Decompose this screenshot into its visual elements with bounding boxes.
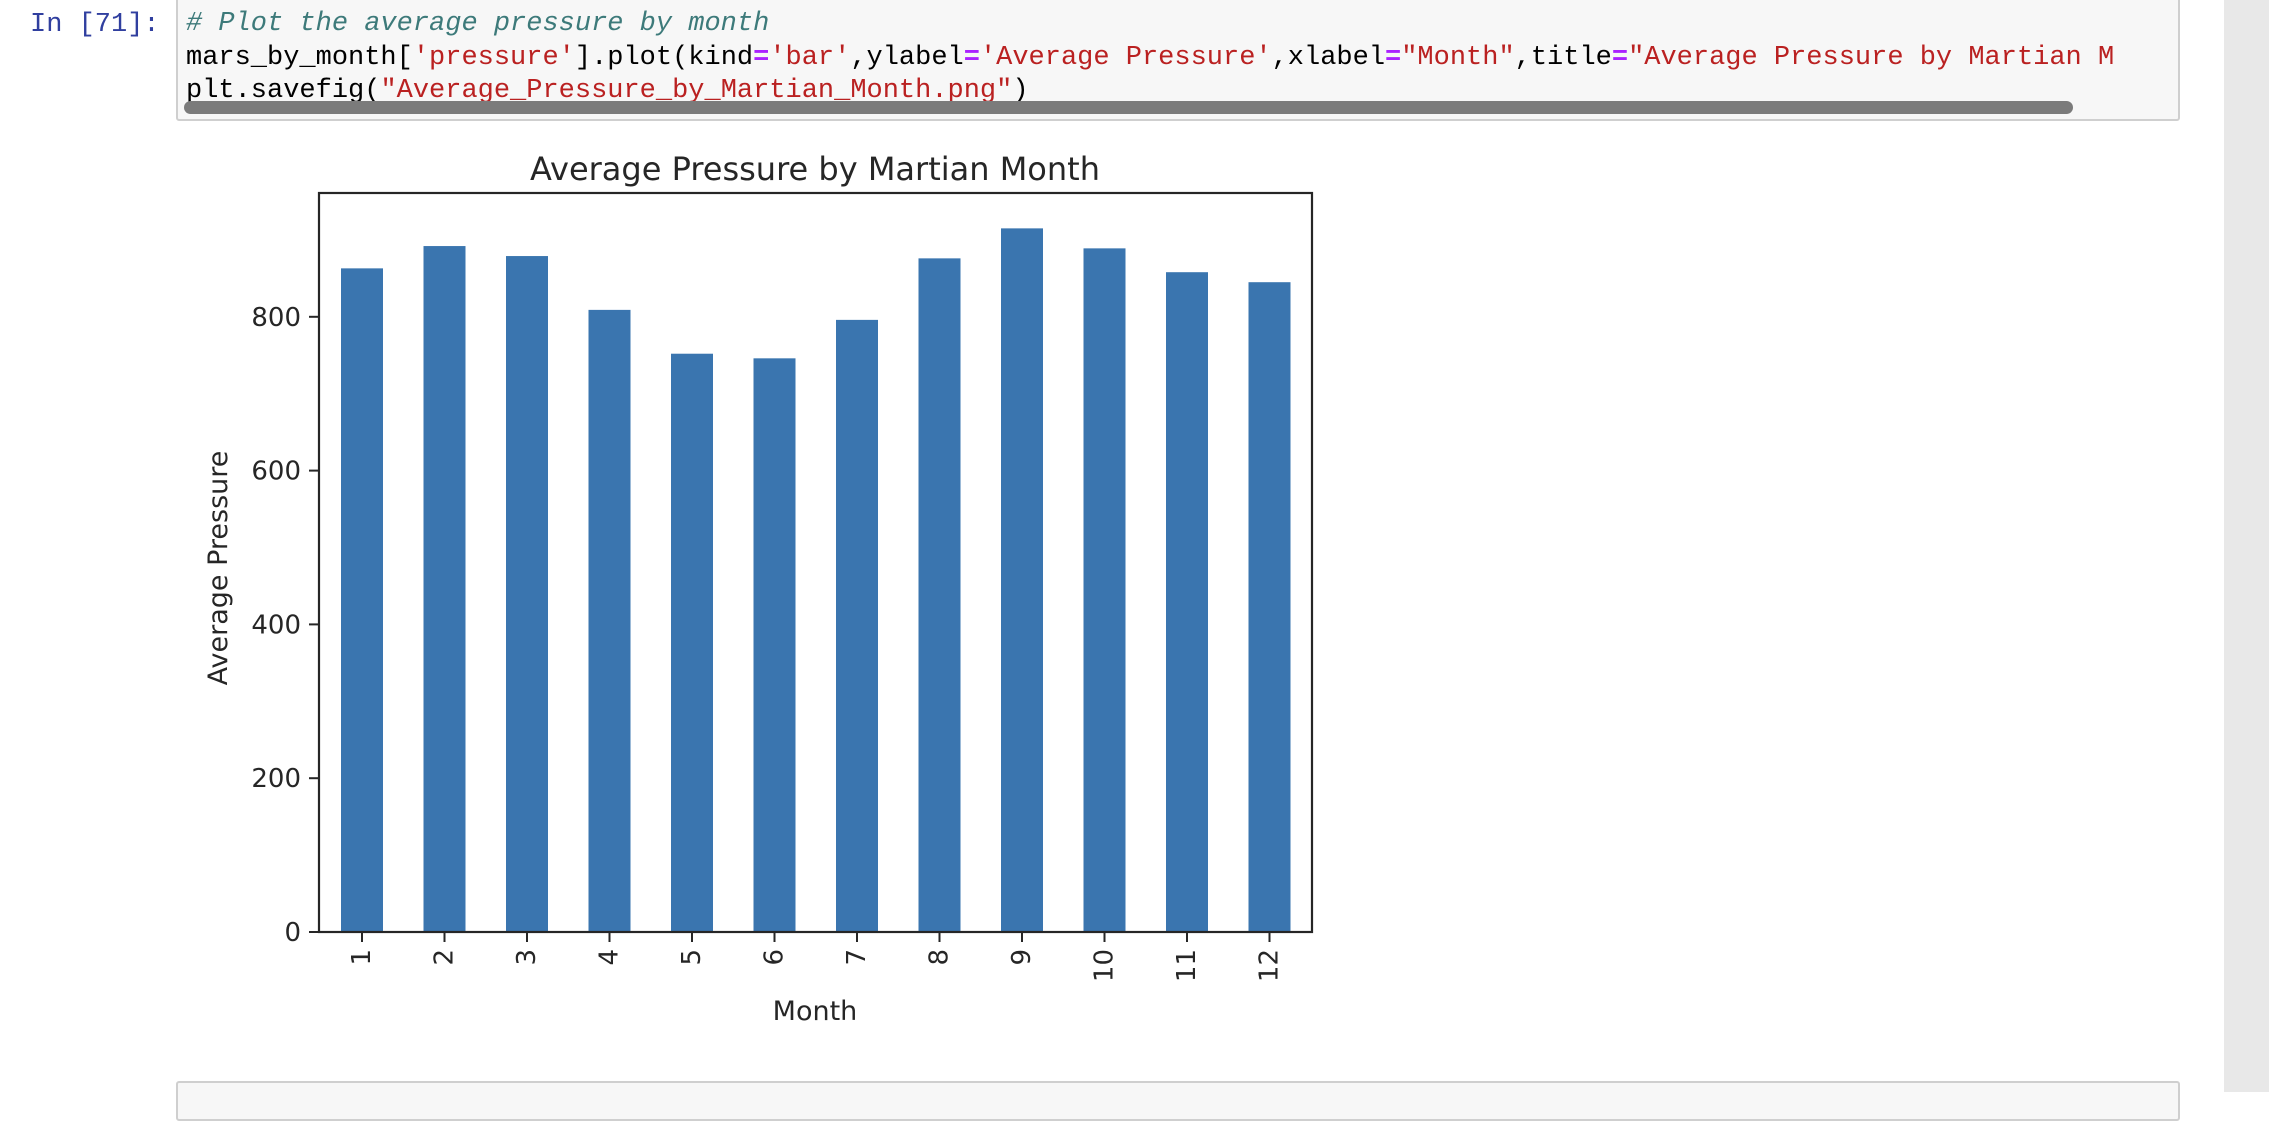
x-tick-label: 6 xyxy=(760,949,790,966)
code-token-op: = xyxy=(1385,42,1402,73)
y-axis-ticks: 0 200 400 600 800 xyxy=(251,303,319,948)
page-scrollbar-track[interactable] xyxy=(2224,0,2269,1092)
x-axis-ticks: 1 2 3 4 5 6 7 8 9 10 11 12 xyxy=(347,932,1285,982)
code-token-op: = xyxy=(753,42,770,73)
x-tick-label: 11 xyxy=(1172,949,1202,982)
code-token-str: 'pressure' xyxy=(412,42,575,73)
code-token-op: = xyxy=(963,42,980,73)
axes-frame xyxy=(317,191,1314,934)
code-token-plain: ) xyxy=(1012,76,1029,106)
code-token-str: 'bar' xyxy=(769,42,851,73)
y-tick-label: 200 xyxy=(251,764,301,794)
cell-prompt: In [71]: xyxy=(30,10,160,40)
x-tick-label: 4 xyxy=(595,949,625,966)
code-cell[interactable]: # Plot the average pressure by month mars… xyxy=(176,0,2180,121)
x-axis-label: Month xyxy=(773,996,858,1027)
y-tick-label: 800 xyxy=(251,303,301,333)
code-token-plain: ,title xyxy=(1514,42,1612,73)
bar-chart-output: Average Pressure by Martian Month 020040… xyxy=(203,150,1314,1027)
code-token-plain: ,xlabel xyxy=(1271,42,1386,73)
x-tick-label: 1 xyxy=(347,949,377,966)
x-tick-label: 5 xyxy=(677,949,707,966)
chart-title: Average Pressure by Martian Month xyxy=(530,150,1100,188)
next-code-cell[interactable] xyxy=(176,1081,2180,1121)
bar-month-2 xyxy=(423,246,466,932)
code-token-comment: # Plot the average pressure by month xyxy=(186,9,770,39)
code-token-plain: mars_by_month[ xyxy=(186,42,413,73)
bar-month-9 xyxy=(1001,228,1043,933)
code-token-plain: ].plot(kind xyxy=(574,42,754,73)
y-tick-label: 400 xyxy=(251,610,301,640)
bar-month-4 xyxy=(588,309,631,932)
y-tick-label: 0 xyxy=(284,918,301,948)
code-line: mars_by_month['pressure'].plot(kind='bar… xyxy=(186,42,2114,76)
bar-month-5 xyxy=(671,353,713,932)
x-tick-label: 7 xyxy=(842,949,872,966)
bar-month-7 xyxy=(836,319,878,933)
code-token-op: = xyxy=(1611,42,1629,73)
bar-month-11 xyxy=(1166,272,1208,932)
x-tick-label: 2 xyxy=(430,949,460,966)
code-line: # Plot the average pressure by month xyxy=(186,8,2114,42)
code-token-str: "Month" xyxy=(1401,42,1515,73)
code-token-plain: ,ylabel xyxy=(850,42,964,73)
horizontal-scrollbar-thumb[interactable] xyxy=(184,101,2073,114)
x-tick-label: 10 xyxy=(1090,949,1120,982)
bar-month-12 xyxy=(1248,282,1291,932)
y-tick-label: 600 xyxy=(251,457,301,487)
bar-month-10 xyxy=(1083,248,1126,932)
bar-month-1 xyxy=(341,268,383,932)
bar-month-3 xyxy=(506,256,548,932)
bars-group xyxy=(341,228,1291,933)
code-token-str: "Average Pressure by Martian M xyxy=(1628,42,2115,73)
x-tick-label: 9 xyxy=(1007,949,1037,966)
bar-month-8 xyxy=(918,258,961,933)
code-token-str: 'Average Pressure' xyxy=(979,42,1272,73)
x-tick-label: 8 xyxy=(925,949,955,966)
x-tick-label: 12 xyxy=(1255,949,1285,982)
x-tick-label: 3 xyxy=(512,949,542,966)
y-axis-label: Average Pressure xyxy=(203,451,234,686)
bar-month-6 xyxy=(753,358,796,932)
